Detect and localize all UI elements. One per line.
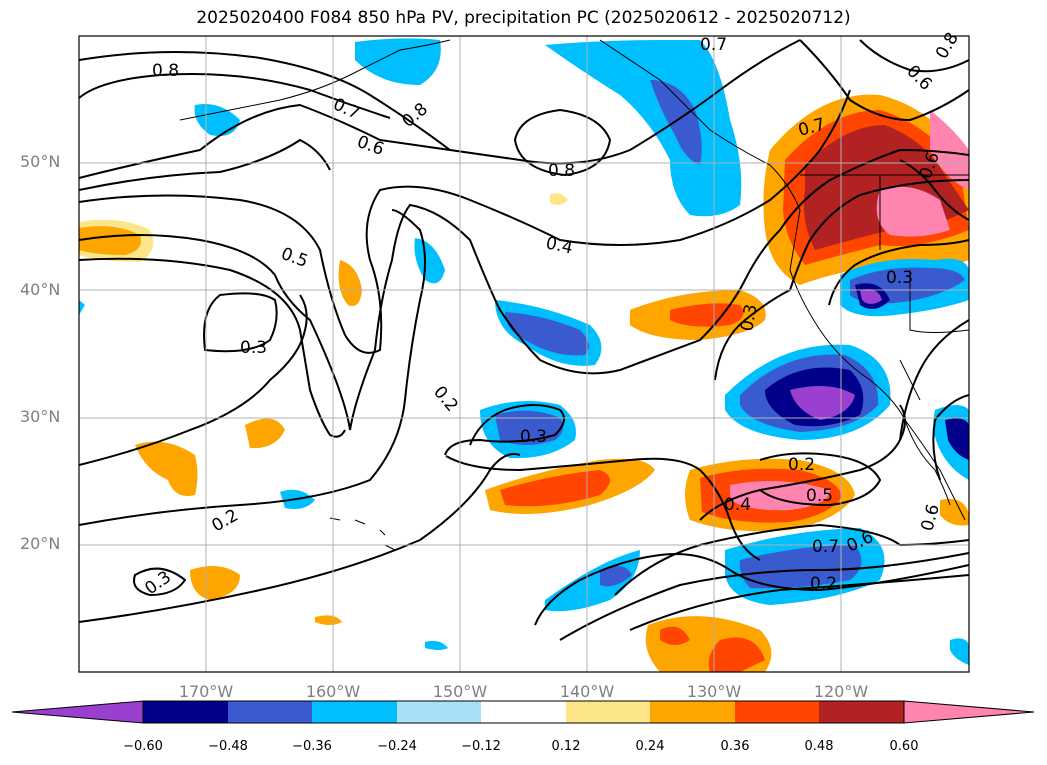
lon-label-170w: 170°W	[178, 682, 234, 701]
contour-label: 0.8	[152, 61, 179, 81]
map-field	[79, 38, 969, 672]
colorbar-segment	[819, 701, 904, 723]
contour-label: 0.3	[240, 338, 267, 358]
colorbar-segment	[143, 701, 228, 723]
map-title: 2025020400 F084 850 hPa PV, precipitatio…	[196, 8, 851, 28]
colorbar-segment	[397, 701, 481, 723]
colorbar-tick: 0.60	[889, 739, 919, 754]
contour-label: 0.6	[902, 61, 935, 94]
colorbar-tick: −0.36	[292, 739, 332, 754]
coastlines	[179, 39, 969, 551]
colorbar-tick: 0.24	[635, 739, 665, 754]
colorbar-high-extension	[903, 700, 1035, 724]
contour-label: 0.7	[812, 537, 839, 557]
colorbar-segment	[735, 701, 819, 723]
lon-label-130w: 130°W	[686, 682, 742, 701]
colorbar-tick: −0.24	[377, 739, 417, 754]
lon-label-150w: 150°W	[432, 682, 488, 701]
lon-label-120w: 120°W	[813, 682, 869, 701]
colorbar-segment	[566, 701, 650, 723]
map-frame	[78, 35, 970, 673]
contour-label: 0.2	[209, 505, 242, 536]
contour-label: 0.3	[886, 268, 913, 288]
contour-label: 0.5	[806, 486, 833, 506]
contour-label: 0.2	[788, 455, 815, 475]
contour-label: 0.4	[544, 233, 575, 258]
contour-label: 0.3	[737, 303, 761, 333]
contour-label: 0.3	[520, 427, 547, 447]
colorbar-segment	[481, 701, 566, 723]
contour-label: 0.2	[810, 574, 837, 594]
colorbar-low-extension	[11, 700, 144, 724]
pv-contours	[79, 39, 969, 641]
contour-label: 0.6	[918, 502, 944, 533]
lat-label-20n: 20°N	[20, 534, 61, 553]
contour-label: 0.6	[354, 132, 386, 160]
colorbar-segment	[650, 701, 735, 723]
gridlines	[79, 36, 969, 672]
colorbar-tick: 0.12	[551, 739, 581, 754]
contour-label: 0.8	[398, 99, 432, 132]
lat-label-50n: 50°N	[20, 152, 61, 171]
lat-label-30n: 30°N	[20, 407, 61, 426]
lon-label-160w: 160°W	[305, 682, 361, 701]
colorbar-tick: −0.12	[461, 739, 501, 754]
contour-label: 0.4	[724, 495, 751, 515]
contour-label: 0.2	[429, 382, 462, 416]
contour-label: 0.8	[548, 161, 575, 181]
colorbar-segment	[228, 701, 312, 723]
colorbar-tick: −0.60	[123, 739, 163, 754]
contour-label: 0.7	[700, 35, 727, 55]
colorbar	[11, 700, 1035, 724]
colorbar-tick: 0.36	[720, 739, 750, 754]
contour-label: 0.8	[932, 29, 963, 62]
lat-label-40n: 40°N	[20, 280, 61, 299]
colorbar-tick: 0.48	[804, 739, 834, 754]
colorbar-tick: −0.48	[208, 739, 248, 754]
lon-label-140w: 140°W	[559, 682, 615, 701]
colorbar-segment	[312, 701, 397, 723]
contour-label: 0.5	[278, 244, 310, 272]
